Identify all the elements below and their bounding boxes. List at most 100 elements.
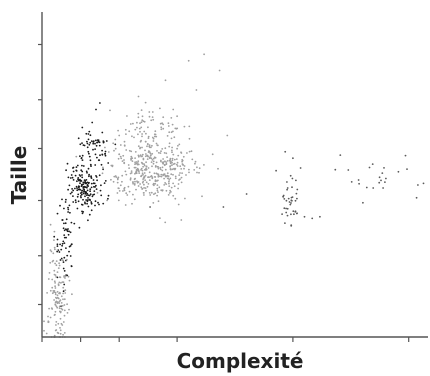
data-point — [165, 162, 168, 165]
data-point — [69, 192, 72, 195]
data-point — [134, 157, 137, 160]
data-point — [86, 184, 89, 186]
data-point — [159, 175, 161, 178]
data-point — [113, 149, 115, 152]
data-point — [83, 179, 86, 182]
data-point — [72, 179, 75, 181]
data-point — [144, 101, 147, 104]
data-point — [94, 164, 97, 166]
data-point — [58, 262, 60, 265]
data-point — [56, 296, 59, 299]
data-point — [132, 193, 134, 196]
data-point — [153, 172, 156, 175]
data-point — [69, 177, 72, 179]
data-point — [154, 133, 157, 136]
data-point — [82, 192, 85, 195]
data-point — [174, 175, 177, 178]
data-point — [152, 140, 155, 142]
data-point — [172, 153, 175, 156]
data-point — [81, 204, 84, 206]
data-point — [151, 144, 153, 147]
data-point — [177, 187, 180, 190]
data-point — [145, 132, 147, 135]
data-point — [74, 187, 76, 190]
data-point — [144, 187, 147, 190]
data-point — [77, 188, 80, 191]
data-point — [162, 116, 165, 119]
data-point — [284, 150, 287, 153]
data-point — [91, 195, 94, 198]
data-point — [140, 109, 143, 111]
data-point — [46, 292, 48, 294]
data-point — [65, 258, 68, 261]
data-point — [168, 185, 171, 188]
data-point — [111, 164, 114, 167]
data-point — [183, 167, 185, 170]
data-point — [55, 324, 57, 326]
data-point — [130, 159, 132, 161]
data-point — [157, 191, 159, 194]
data-point — [88, 152, 90, 155]
data-point — [141, 133, 144, 135]
data-point — [143, 194, 145, 196]
data-point — [49, 261, 52, 264]
data-point — [56, 245, 59, 248]
data-point — [286, 207, 289, 210]
data-point — [54, 282, 56, 284]
data-point — [170, 168, 172, 171]
data-point — [198, 167, 201, 170]
data-point — [176, 115, 179, 118]
data-point — [59, 329, 62, 332]
data-point — [98, 144, 101, 147]
data-point — [66, 303, 68, 306]
data-point — [186, 152, 188, 154]
data-point — [68, 245, 71, 248]
data-point — [156, 150, 158, 152]
data-point — [128, 190, 131, 193]
data-point — [102, 168, 104, 171]
data-point — [92, 194, 94, 196]
data-point — [47, 278, 50, 280]
data-point — [159, 152, 162, 155]
data-point — [69, 231, 72, 234]
data-point — [54, 329, 57, 332]
data-point — [90, 209, 93, 212]
data-point — [165, 183, 168, 186]
data-point — [147, 167, 150, 169]
data-point — [43, 320, 45, 323]
data-point — [167, 194, 170, 196]
data-point — [183, 125, 186, 128]
data-point — [114, 147, 117, 150]
data-point — [303, 215, 306, 218]
data-point — [156, 194, 159, 197]
data-point — [179, 165, 182, 168]
data-point — [107, 197, 109, 200]
data-point — [156, 184, 159, 187]
data-point — [123, 189, 126, 192]
data-point — [160, 175, 163, 178]
data-point — [113, 175, 116, 178]
data-point — [53, 235, 56, 238]
data-point — [285, 207, 287, 210]
data-point — [397, 170, 400, 173]
data-point — [87, 138, 90, 141]
data-point — [143, 187, 146, 189]
data-point — [61, 281, 64, 283]
data-point — [76, 207, 79, 210]
data-point — [88, 194, 91, 197]
data-point — [70, 243, 73, 246]
data-point — [131, 202, 133, 205]
data-point — [49, 316, 52, 319]
data-point — [134, 161, 137, 164]
data-point — [90, 186, 93, 189]
data-point — [290, 199, 293, 202]
data-point — [80, 185, 83, 188]
data-point — [63, 229, 66, 232]
data-point — [67, 275, 70, 278]
data-point — [286, 187, 289, 189]
data-point — [97, 201, 99, 204]
x-axis-title: Complexité — [177, 349, 304, 373]
data-point — [381, 172, 384, 175]
data-point — [68, 184, 71, 187]
data-point — [54, 287, 57, 289]
